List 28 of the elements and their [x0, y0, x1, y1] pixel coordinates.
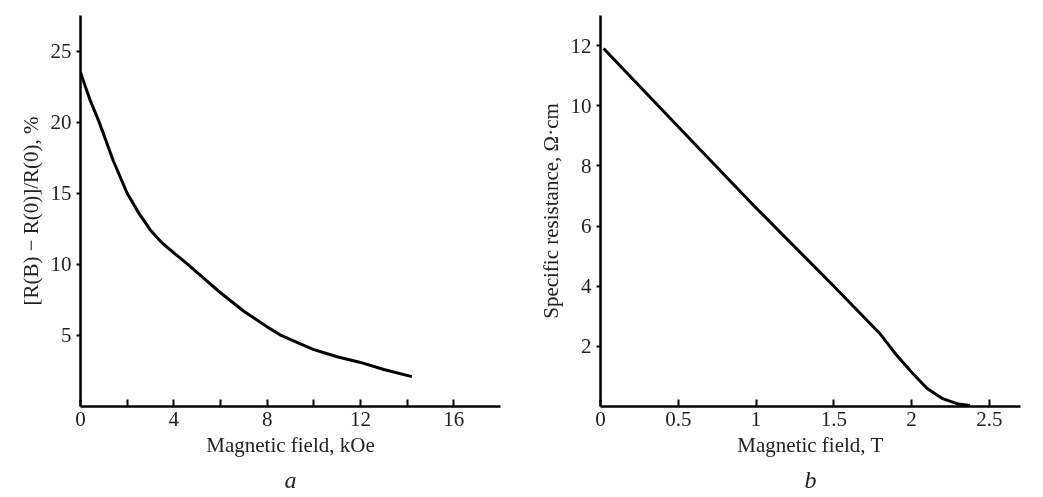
x-tick-label: 8 — [261, 406, 273, 431]
x-tick-label: 0 — [75, 406, 86, 431]
y-axis-title: Specific resistance, Ω·cm — [538, 103, 563, 319]
y-tick-label: 25 — [50, 39, 72, 64]
y-tick-label: 6 — [581, 214, 592, 239]
y-tick-label: 2 — [581, 334, 592, 359]
y-tick-label: 10 — [570, 93, 592, 118]
x-tick-label: 0.5 — [665, 406, 692, 431]
x-tick-label: 1.5 — [820, 406, 847, 431]
x-axis-title: Magnetic field, kOe — [206, 432, 375, 457]
x-axis-title: Magnetic field, T — [737, 432, 884, 457]
x-tick-label: 12 — [350, 406, 371, 431]
text: a — [284, 466, 297, 493]
y-tick-label: 20 — [50, 110, 72, 135]
y-tick-label: 5 — [61, 323, 72, 348]
y-tick-label: 15 — [50, 181, 72, 206]
x-tick-label: 2 — [906, 406, 917, 431]
x-tick-label: 16 — [443, 406, 465, 431]
y-tick-label: 12 — [570, 33, 592, 58]
x-tick-label: 0 — [595, 406, 606, 431]
x-tick-label: 4 — [168, 406, 180, 431]
y-axis-title: [R(B) − R(0)]/R(0), % — [18, 116, 43, 306]
text: b — [804, 466, 817, 493]
x-tick-label: 1 — [750, 406, 762, 431]
y-tick-label: 8 — [581, 153, 592, 178]
y-tick-label: 4 — [581, 274, 592, 299]
y-tick-label: 10 — [50, 252, 72, 277]
x-tick-label: 2.5 — [976, 406, 1003, 431]
